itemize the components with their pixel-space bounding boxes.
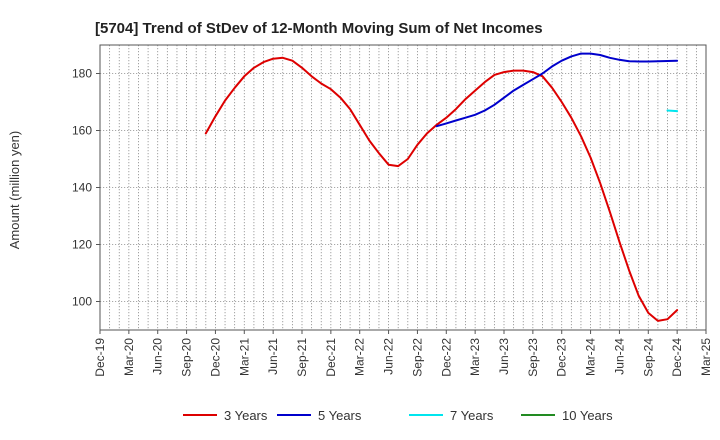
- y-tick-label: 140: [72, 181, 92, 195]
- x-tick-label: Jun-24: [612, 338, 626, 375]
- legend-label-5-years: 5 Years: [318, 408, 362, 423]
- x-tick-label: Jun-22: [382, 338, 396, 375]
- x-axis: Dec-19 Mar-20 Jun-20 Sep-20 Dec-20 Mar-21 Jun-…: [93, 330, 713, 377]
- x-tick-label: Dec-24: [670, 338, 684, 377]
- x-tick-label: Jun-23: [497, 338, 511, 375]
- y-tick-label: 180: [72, 67, 92, 81]
- grid: [100, 45, 706, 330]
- series-line-5-years: [435, 52, 679, 128]
- legend-label-7-years: 7 Years: [450, 408, 494, 423]
- x-tick-label: Sep-23: [526, 338, 540, 377]
- x-tick-label: Sep-24: [641, 338, 655, 377]
- x-tick-label: Dec-23: [555, 338, 569, 377]
- x-tick-label: Sep-22: [410, 338, 424, 377]
- series-line-7-years: [666, 109, 679, 113]
- x-tick-label: Mar-20: [122, 338, 136, 376]
- x-tick-label: Mar-24: [584, 338, 598, 376]
- x-tick-label: Sep-21: [295, 338, 309, 377]
- legend-label-3-years: 3 Years: [224, 408, 268, 423]
- x-tick-label: Jun-20: [151, 338, 165, 375]
- x-tick-label: Mar-21: [237, 338, 251, 376]
- series-layer: [204, 52, 679, 322]
- x-tick-label: Sep-20: [180, 338, 194, 377]
- y-axis-label: Amount (million yen): [7, 131, 22, 250]
- x-tick-label: Dec-19: [93, 338, 107, 377]
- y-tick-label: 100: [72, 295, 92, 309]
- y-tick-label: 120: [72, 238, 92, 252]
- x-tick-label: Mar-23: [468, 338, 482, 376]
- x-tick-label: Jun-21: [266, 338, 280, 375]
- legend-label-10-years: 10 Years: [562, 408, 613, 423]
- y-tick-label: 160: [72, 124, 92, 138]
- x-tick-label: Mar-25: [699, 338, 713, 376]
- chart-title: [5704] Trend of StDev of 12-Month Moving…: [95, 20, 543, 37]
- series-line-3-years: [204, 56, 679, 322]
- x-tick-label: Mar-22: [353, 338, 367, 376]
- y-axis: 100 120 140 160 180: [72, 67, 100, 309]
- legend: 3 Years 5 Years 7 Years 10 Years: [183, 408, 613, 423]
- x-tick-label: Dec-22: [439, 338, 453, 377]
- x-tick-label: Dec-21: [324, 338, 338, 377]
- x-tick-label: Dec-20: [208, 338, 222, 377]
